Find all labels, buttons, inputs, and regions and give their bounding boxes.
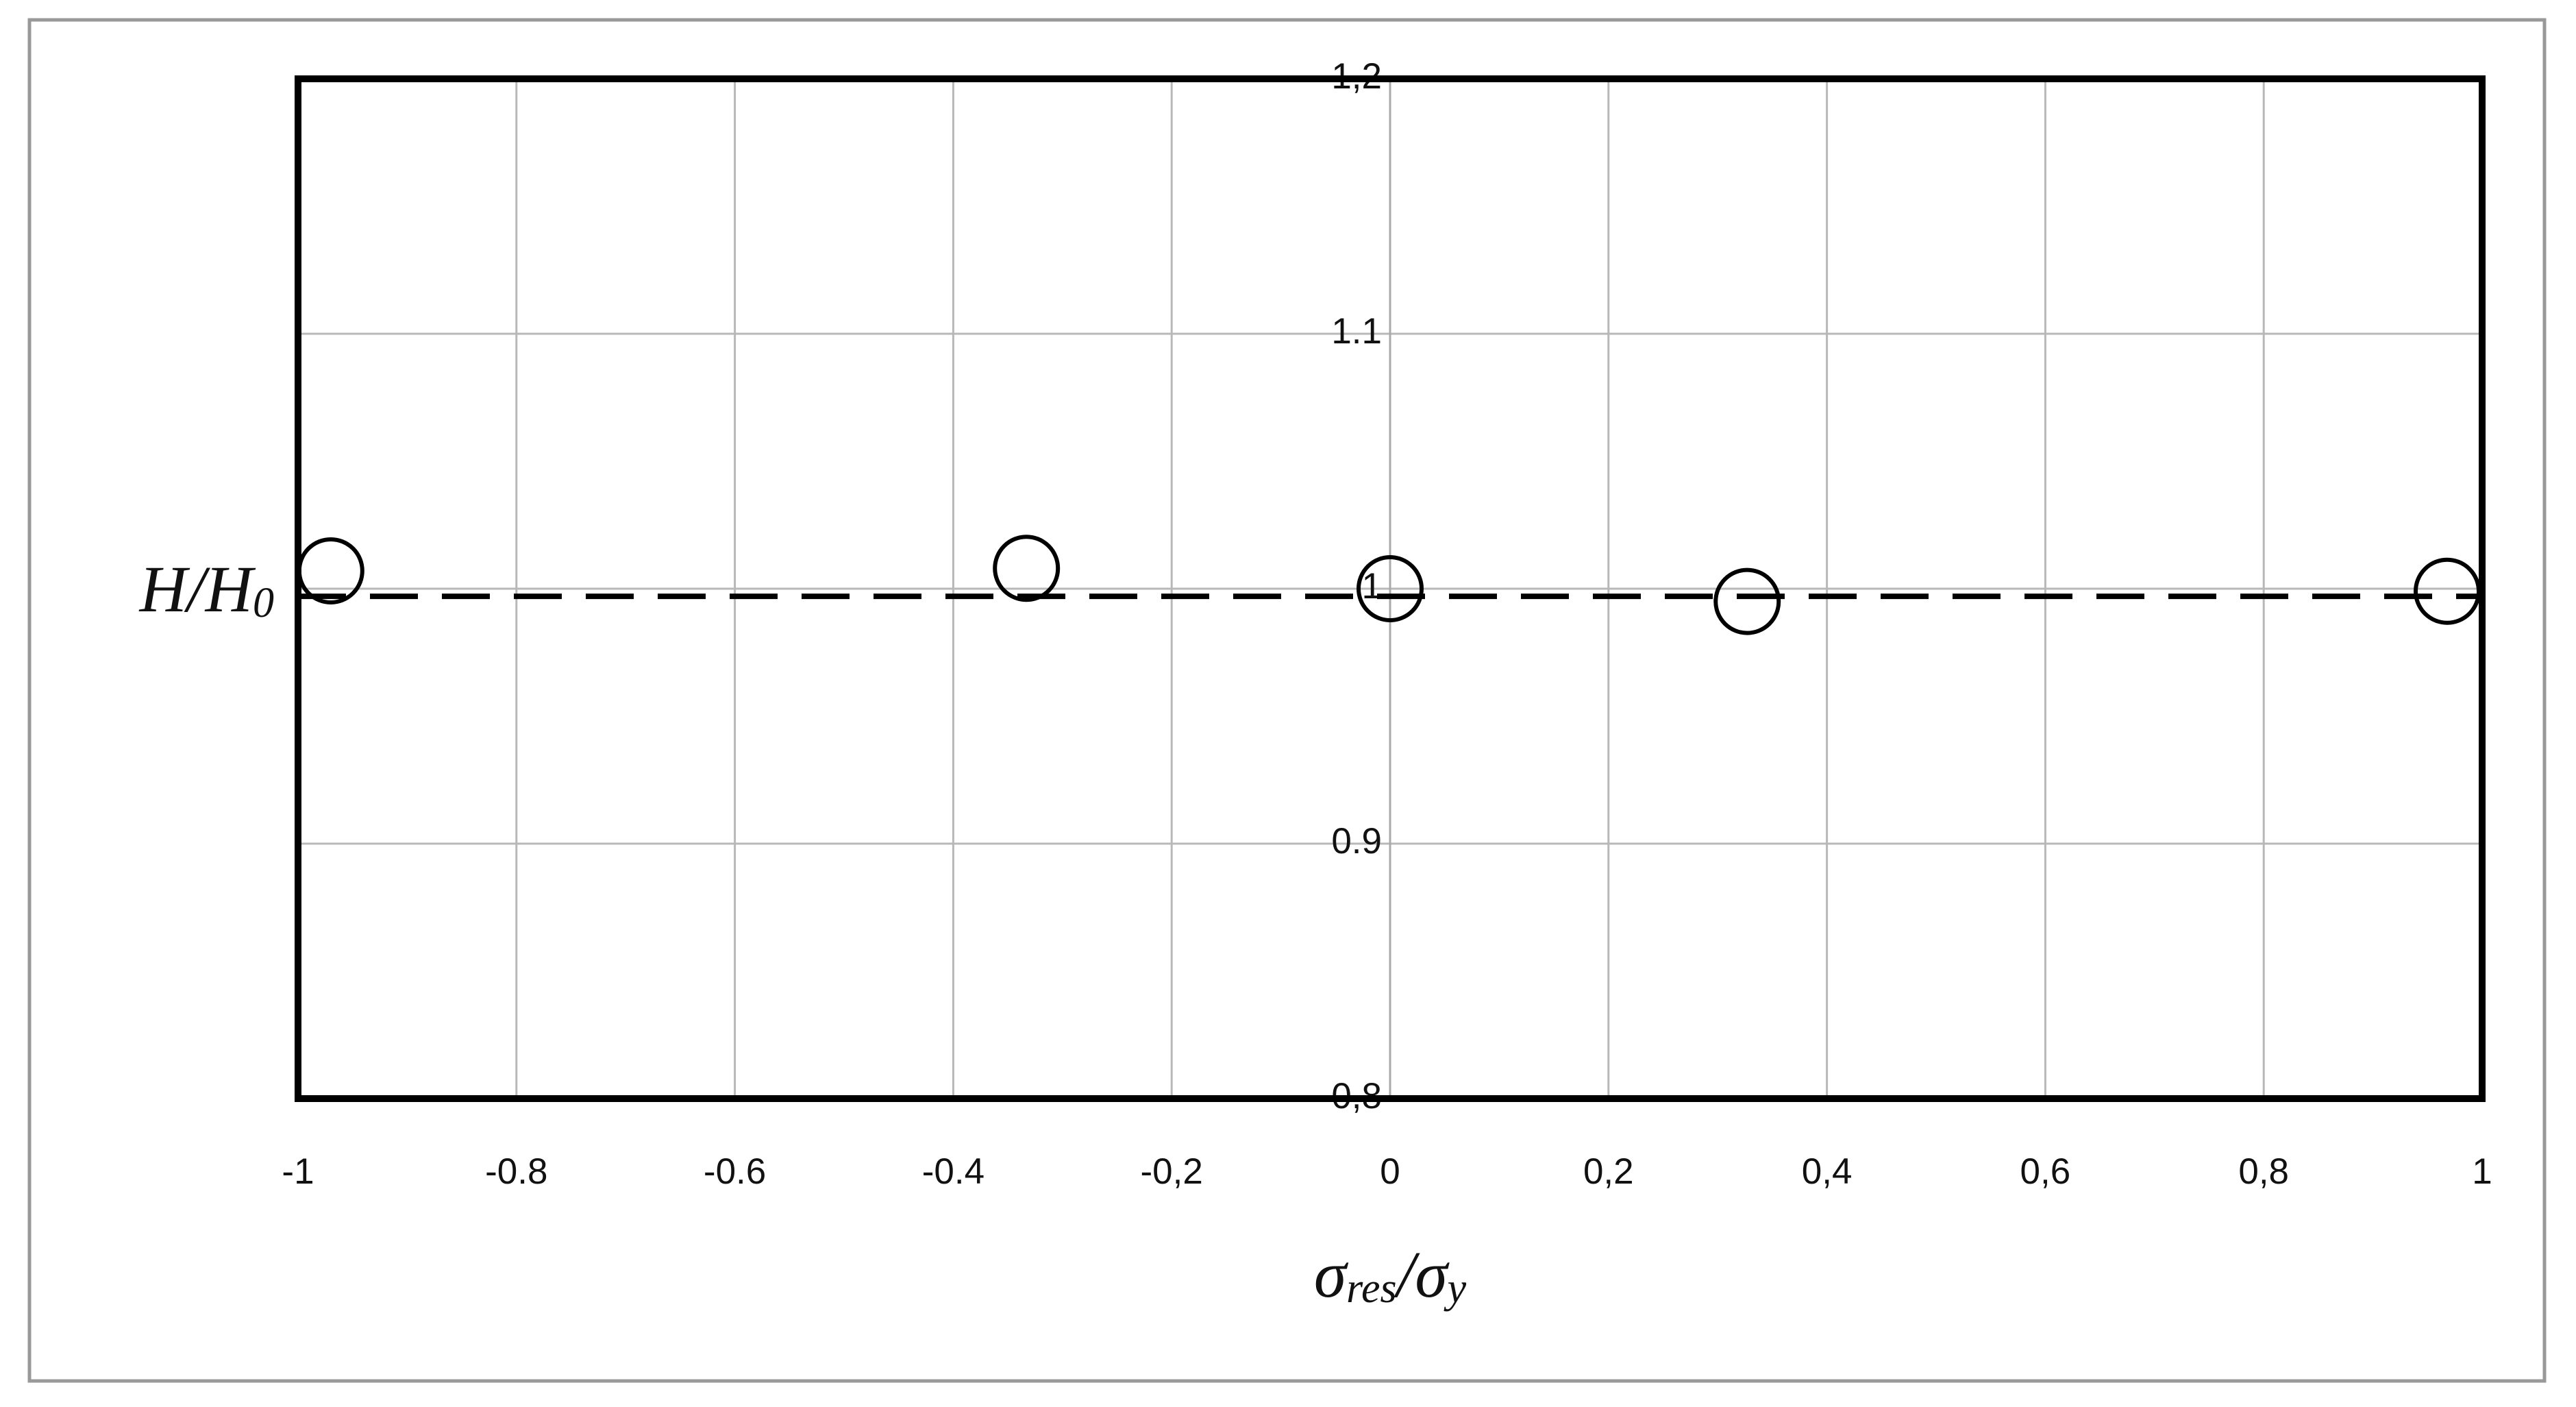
data-point <box>2413 557 2481 625</box>
subscript: res <box>1346 1265 1396 1312</box>
plot-frame <box>295 75 2486 1102</box>
y-tick-label: 0.9 <box>1331 821 1382 861</box>
subscript: 0 <box>253 580 274 626</box>
x-axis-label: σres/σy <box>1314 1238 1467 1312</box>
x-tick-label: -0.4 <box>922 1151 984 1192</box>
label-part: /σ <box>1394 1238 1450 1311</box>
label-part: H/H <box>138 552 256 626</box>
outer-frame <box>27 18 2547 1383</box>
x-tick-label: -0,2 <box>1141 1151 1203 1192</box>
data-point <box>993 535 1061 602</box>
x-tick-label: 0,2 <box>1583 1151 1634 1192</box>
x-tick-label: 0,6 <box>2020 1151 2071 1192</box>
x-tick-label: -0.6 <box>704 1151 766 1192</box>
x-tick-label: 0 <box>1380 1151 1400 1192</box>
data-point <box>1713 567 1781 635</box>
label-part: σ <box>1314 1238 1349 1311</box>
x-tick-label: -0.8 <box>485 1151 547 1192</box>
x-tick-label: -1 <box>282 1151 314 1192</box>
y-axis-label: H/H0 <box>138 552 274 626</box>
x-tick-label: 0,8 <box>2238 1151 2289 1192</box>
data-point <box>297 537 364 604</box>
y-tick-label: 1.1 <box>1331 311 1382 352</box>
x-tick-label: 1 <box>2472 1151 2492 1192</box>
data-point <box>1357 555 1424 622</box>
subscript: y <box>1444 1265 1467 1312</box>
x-tick-label: 0,4 <box>1802 1151 1853 1192</box>
